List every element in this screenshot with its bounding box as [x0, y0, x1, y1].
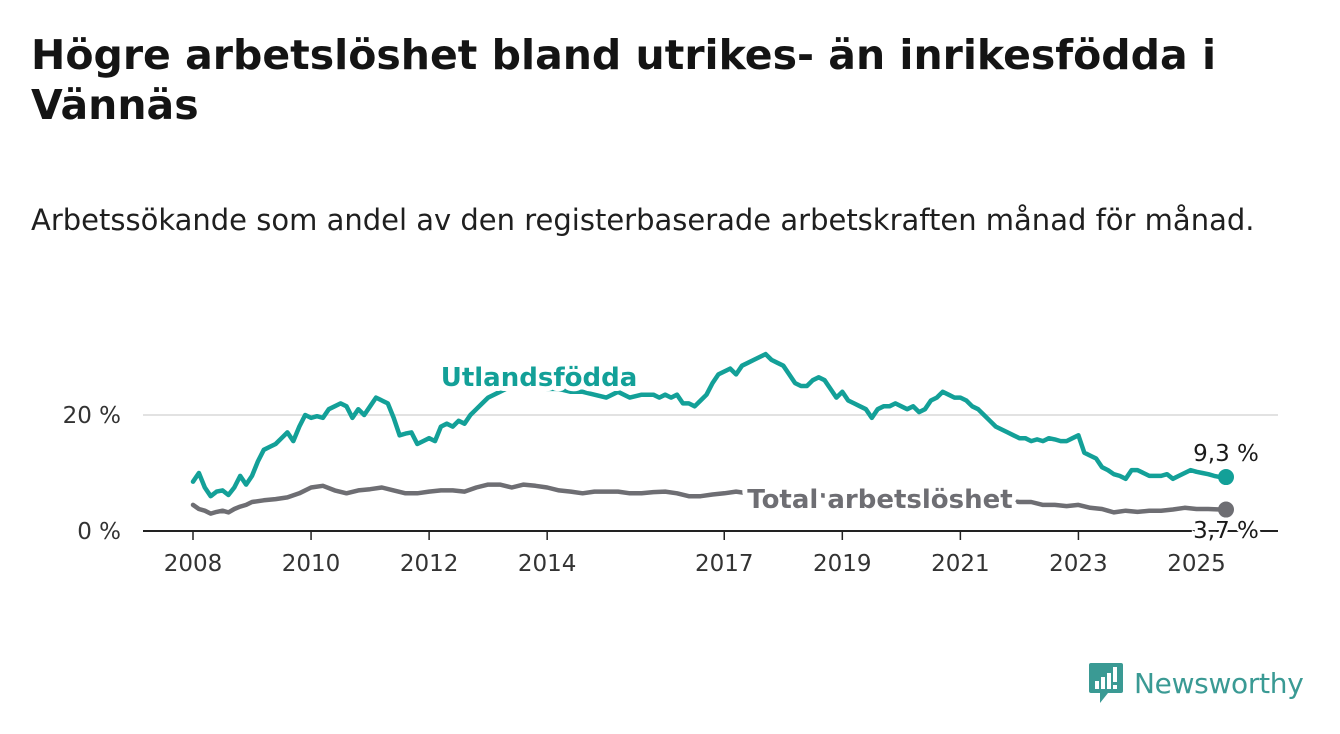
x-tick-label: 2025 — [1167, 551, 1226, 577]
x-tick-label: 2012 — [400, 551, 459, 577]
line-chart: 0 % 20 % 2008 2010 2012 2014 2017 2019 2021 2023… — [63, 351, 1278, 577]
series-end-marker-1 — [1218, 501, 1234, 518]
series-end-marker-0 — [1218, 469, 1234, 486]
chart-title: Högre arbetslöshet bland utrikes- än inr… — [31, 31, 1216, 129]
series-line-0 — [190, 351, 1229, 499]
brand: Newsworthy — [1088, 660, 1304, 706]
end-value-total: 3,7 % — [1193, 518, 1259, 544]
end-value-utlandsfodda: 9,3 % — [1193, 441, 1259, 467]
label-layer: Utlandsfödda Total arbetslöshet 9,3 % 3,7 % — [436, 358, 1262, 547]
y-tick-label: 20 % — [63, 403, 121, 429]
brand-name: Newsworthy — [1134, 666, 1304, 700]
x-axis: 2008 2010 2012 2014 2017 2019 2021 2023 2025 — [164, 532, 1226, 577]
series-label-utlandsfodda: Utlandsfödda — [441, 363, 638, 393]
grid-layer: 0 % 20 % — [63, 403, 1278, 545]
y-tick-label: 0 % — [77, 519, 121, 545]
x-tick-label: 2008 — [164, 551, 223, 577]
chart-subtitle: Arbetssökande som andel av den registerb… — [31, 203, 1255, 237]
newsworthy-logo-icon — [1089, 663, 1123, 703]
x-tick-label: 2021 — [931, 551, 990, 577]
series-line-1 — [190, 482, 1229, 516]
x-tick-label: 2014 — [518, 551, 577, 577]
series-layer — [190, 351, 1234, 518]
x-tick-label: 2019 — [813, 551, 872, 577]
x-tick-label: 2010 — [282, 551, 341, 577]
x-tick-label: 2023 — [1049, 551, 1108, 577]
series-label-total: Total arbetslöshet — [747, 485, 1012, 515]
x-tick-label: 2017 — [695, 551, 754, 577]
